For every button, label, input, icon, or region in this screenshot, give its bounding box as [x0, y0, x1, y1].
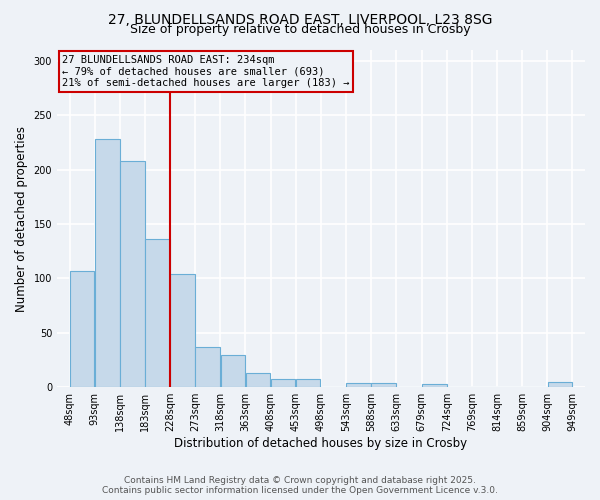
Bar: [271, 378, 295, 387]
Bar: [120, 161, 145, 387]
Y-axis label: Number of detached properties: Number of detached properties: [15, 126, 28, 312]
Bar: [346, 383, 371, 387]
Bar: [371, 383, 396, 387]
Bar: [95, 139, 119, 387]
Bar: [145, 240, 170, 387]
Text: 27, BLUNDELLSANDS ROAD EAST, LIVERPOOL, L23 8SG: 27, BLUNDELLSANDS ROAD EAST, LIVERPOOL, …: [108, 12, 492, 26]
Bar: [196, 347, 220, 387]
Text: 27 BLUNDELLSANDS ROAD EAST: 234sqm
← 79% of detached houses are smaller (693)
21: 27 BLUNDELLSANDS ROAD EAST: 234sqm ← 79%…: [62, 55, 350, 88]
Text: Size of property relative to detached houses in Crosby: Size of property relative to detached ho…: [130, 22, 470, 36]
Bar: [221, 354, 245, 387]
Bar: [422, 384, 446, 387]
Bar: [296, 378, 320, 387]
Bar: [548, 382, 572, 387]
Text: Contains HM Land Registry data © Crown copyright and database right 2025.
Contai: Contains HM Land Registry data © Crown c…: [102, 476, 498, 495]
X-axis label: Distribution of detached houses by size in Crosby: Distribution of detached houses by size …: [175, 437, 467, 450]
Bar: [170, 274, 195, 387]
Bar: [70, 271, 94, 387]
Bar: [245, 373, 270, 387]
